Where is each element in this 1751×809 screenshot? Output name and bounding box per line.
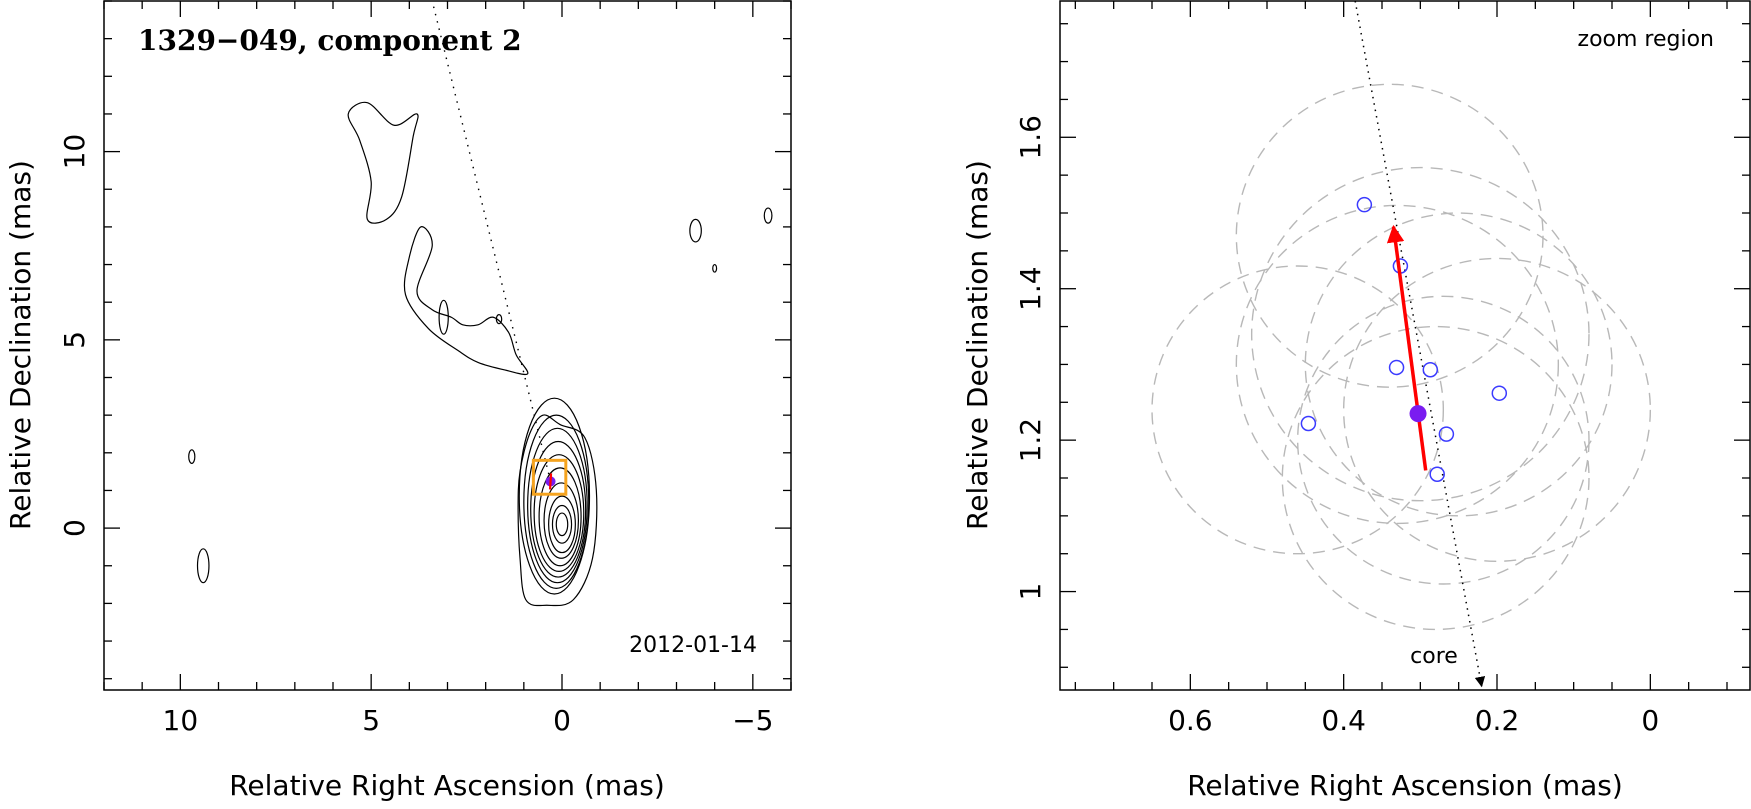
noise-contour: [763, 207, 773, 224]
right-y-tick-label: 1: [1014, 583, 1047, 601]
left-y-tick-labels: 0 5 10: [58, 134, 91, 537]
right-x-tick-label: 0.6: [1168, 704, 1213, 737]
core-contour: [555, 512, 569, 537]
right-panel: 0.6 0.4 0.2 0 1 1.2 1.4 1.6 zoom region core R…: [961, 0, 1751, 802]
right-y-tick-label: 1.4: [1014, 266, 1047, 311]
right-marks: [1300, 0, 1508, 688]
error-circle: [1304, 212, 1613, 517]
core-contour: [518, 397, 591, 595]
core-contour: [551, 504, 573, 544]
left-x-tick-label: 10: [163, 704, 199, 737]
left-date-label: 2012-01-14: [629, 633, 757, 658]
proper-motion-arrow: [1386, 224, 1428, 471]
left-y-tick-label: 10: [58, 134, 91, 170]
left-x-tick-label: −5: [732, 704, 773, 737]
position-point: [1422, 361, 1439, 378]
right-y-tick-labels: 1 1.2 1.4 1.6: [1014, 115, 1047, 600]
component-arrow: [548, 473, 553, 490]
core-contour: [530, 440, 587, 578]
right-x-tick-label: 0: [1641, 704, 1659, 737]
left-y-tick-label: 5: [58, 331, 91, 349]
core-contour: [533, 454, 585, 573]
noise-contour: [712, 263, 718, 273]
right-plot-frame: [1059, 0, 1751, 691]
left-panel: 10 5 0 −5 0 5 10 1329−049, component 2 2012-0…: [4, 0, 792, 802]
noise-contour: [196, 548, 210, 584]
left-ticks: [103, 0, 792, 690]
right-y-axis-label: Relative Declination (mas): [961, 160, 994, 530]
jet-contour: [438, 299, 449, 335]
jet-contour: [403, 226, 529, 376]
error-circle: [1342, 257, 1652, 562]
right-x-axis-label: Relative Right Ascension (mas): [1187, 769, 1623, 802]
position-point: [1438, 426, 1455, 442]
error-circle: [1281, 325, 1590, 631]
mean-position-marker: [1409, 405, 1427, 423]
left-x-tick-label: 5: [362, 704, 380, 737]
left-y-tick-label: 0: [58, 519, 91, 537]
error-circle: [1296, 295, 1590, 585]
error-circle: [1250, 166, 1590, 502]
core-contour: [543, 482, 580, 559]
position-point: [1356, 196, 1373, 213]
left-x-axis-label: Relative Right Ascension (mas): [229, 769, 665, 802]
right-ticks: [1060, 1, 1750, 690]
left-title: 1329−049, component 2: [138, 24, 522, 57]
position-point: [1491, 385, 1508, 401]
left-direction-line: [431, 0, 552, 482]
jet-contour: [347, 101, 419, 224]
right-y-tick-label: 1.6: [1014, 115, 1047, 160]
position-point: [1300, 415, 1317, 432]
left-plot-frame: [103, 0, 792, 691]
left-marks: [431, 0, 568, 496]
core-contour: [548, 495, 576, 554]
core-contour: [523, 414, 590, 589]
core-contour: [538, 467, 582, 567]
left-x-tick-label: 0: [553, 704, 571, 737]
left-contours: [188, 101, 773, 607]
error-circle: [1151, 265, 1445, 555]
right-x-tick-labels: 0.6 0.4 0.2 0: [1168, 704, 1659, 737]
core-outer-contour: [517, 414, 598, 607]
zoom-region-label: zoom region: [1578, 27, 1714, 52]
zoom-region-box: [531, 458, 568, 496]
right-error-circles: [1151, 83, 1652, 631]
core-label: core: [1410, 644, 1458, 669]
core-direction-line: [1354, 0, 1486, 688]
error-circle: [1235, 204, 1560, 525]
left-x-tick-labels: 10 5 0 −5: [163, 704, 774, 737]
position-point: [1388, 359, 1405, 376]
core-contour: [527, 427, 588, 584]
right-x-tick-label: 0.2: [1475, 704, 1520, 737]
noise-contour: [689, 218, 702, 243]
left-y-axis-label: Relative Declination (mas): [4, 160, 37, 530]
error-circle: [1235, 83, 1544, 388]
right-x-tick-label: 0.4: [1321, 704, 1366, 737]
position-point: [1429, 466, 1445, 482]
jet-contour: [495, 314, 503, 325]
right-y-tick-label: 1.2: [1014, 418, 1047, 463]
noise-contour: [188, 449, 196, 464]
